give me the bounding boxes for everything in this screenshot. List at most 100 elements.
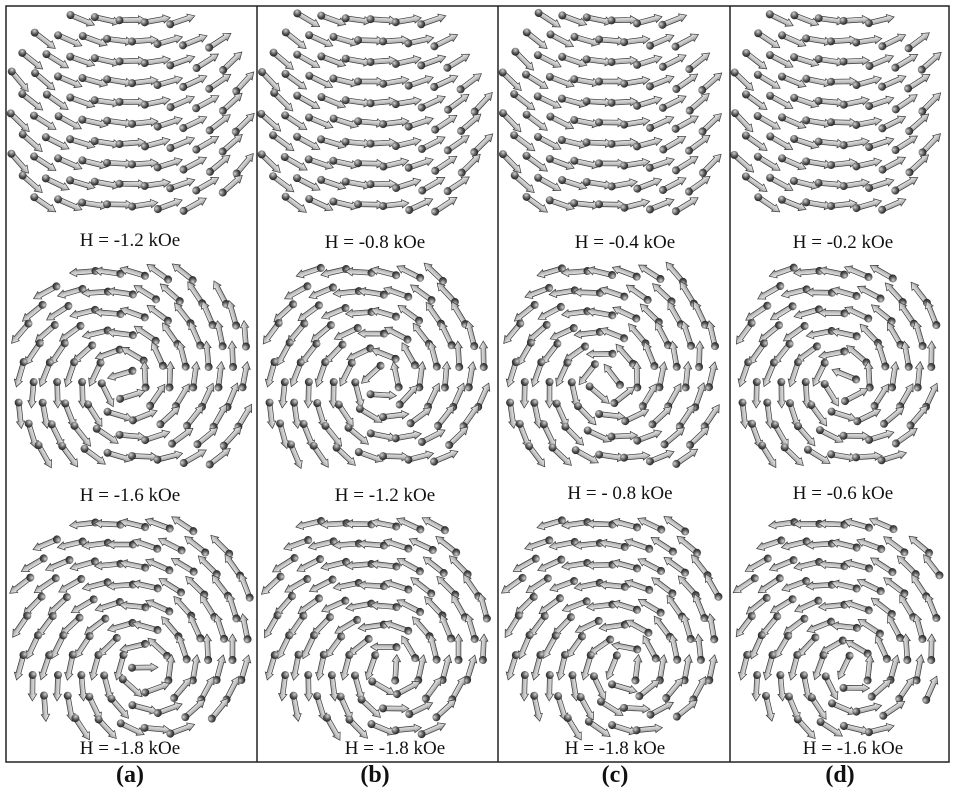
spin-arrow	[884, 282, 907, 307]
spin-arrow	[671, 33, 700, 51]
spin-arrow	[787, 650, 802, 681]
spin-arrow	[753, 152, 781, 171]
spin-arrow	[818, 347, 849, 360]
spin-arrow	[181, 699, 206, 722]
spin-arrow	[536, 264, 566, 279]
spin-arrow	[891, 135, 919, 154]
spin-arrow	[607, 430, 639, 441]
spin-arrow	[56, 537, 87, 551]
spin-arrow	[905, 113, 930, 136]
spin-arrow	[768, 556, 798, 572]
spin-arrow	[292, 174, 321, 191]
spin-arrow	[742, 49, 768, 70]
spin-arrow	[193, 427, 219, 449]
spin-arrow	[852, 116, 883, 129]
spin-arrow	[116, 388, 146, 403]
spin-arrow	[611, 599, 641, 614]
spin-arrow	[421, 517, 449, 535]
spin-arrow	[689, 675, 707, 704]
spin-arrow	[735, 318, 756, 345]
spin-arrow	[530, 691, 543, 722]
spin-arrow	[730, 150, 755, 173]
spin-arrow	[150, 341, 167, 370]
spin-arrow	[391, 653, 402, 685]
field-label-d1: H = -0.2 kOe	[792, 232, 894, 253]
field-label-b3: H = -1.8 kOe	[344, 738, 446, 759]
spin-arrow	[522, 151, 549, 172]
spin-arrow	[737, 650, 752, 681]
spin-arrow	[364, 651, 380, 681]
spin-arrow	[620, 75, 651, 88]
spin-arrow	[262, 319, 283, 345]
spin-panel	[262, 262, 491, 470]
spin-panel	[498, 8, 723, 216]
spin-arrow	[524, 536, 554, 551]
spin-arrow	[611, 517, 642, 532]
spin-arrow	[605, 651, 621, 681]
spin-arrow	[522, 110, 548, 131]
spin-arrow	[694, 340, 705, 371]
spin-arrow	[171, 263, 197, 285]
spin-arrow	[218, 134, 243, 156]
spin-arrow	[146, 264, 173, 284]
spin-arrow	[637, 264, 665, 284]
spin-arrow	[705, 573, 723, 601]
spin-arrow	[891, 428, 918, 448]
spin-arrow	[257, 150, 281, 174]
spin-arrow	[780, 443, 804, 467]
spin-arrow	[197, 675, 215, 704]
spin-arrow	[9, 573, 35, 594]
spin-panel	[260, 517, 491, 741]
spin-arrow	[505, 358, 520, 388]
spin-panel	[730, 10, 942, 214]
spin-arrow	[357, 328, 388, 339]
spin-arrow	[383, 620, 413, 635]
spin-arrow	[500, 573, 527, 594]
spin-arrow	[391, 723, 423, 735]
spin-arrow	[817, 308, 849, 318]
spin-arrow	[828, 699, 857, 716]
spin-arrow	[12, 611, 32, 638]
spin-arrow	[185, 575, 209, 599]
spin-arrow	[410, 577, 436, 598]
spin-arrow	[549, 576, 579, 592]
field-label-b1: H = -0.8 kOe	[324, 232, 426, 253]
field-label-b2: H = -1.2 kOe	[334, 485, 436, 506]
spin-arrow	[645, 449, 675, 466]
spin-arrow	[68, 266, 100, 278]
spin-arrow	[904, 74, 931, 93]
spin-arrow	[422, 556, 448, 578]
spin-arrow	[659, 135, 687, 154]
spin-arrow	[66, 52, 96, 68]
spin-arrow	[119, 517, 150, 532]
spin-arrow	[118, 675, 143, 698]
column-caption-b: (b)	[360, 762, 390, 788]
spin-arrow	[11, 319, 33, 344]
spin-arrow	[672, 448, 699, 468]
spin-arrow	[512, 554, 540, 572]
spin-arrow	[171, 383, 190, 411]
spin-arrow	[432, 699, 457, 722]
spin-arrow	[320, 303, 350, 320]
spin-arrow	[807, 401, 828, 427]
spin-arrow	[863, 653, 875, 685]
spin-arrow	[334, 400, 354, 427]
spin-arrow	[107, 694, 129, 719]
spin-arrow	[664, 383, 682, 411]
spin-arrow	[278, 378, 289, 409]
spin-arrow	[179, 197, 207, 215]
spin-arrow	[776, 378, 787, 409]
spin-arrow	[753, 70, 781, 89]
spin-arrow	[239, 613, 252, 644]
spin-arrow	[530, 358, 546, 388]
spin-arrow	[620, 703, 651, 714]
field-label-c3: H = -1.8 kOe	[564, 738, 666, 759]
spin-arrow	[620, 116, 651, 129]
spin-arrow	[573, 402, 597, 426]
spin-arrow	[404, 116, 434, 131]
spin-arrow	[440, 360, 452, 392]
spin-arrow	[54, 154, 83, 171]
spin-arrow	[632, 13, 663, 28]
spin-arrow	[409, 284, 436, 305]
spin-arrow	[525, 442, 546, 468]
